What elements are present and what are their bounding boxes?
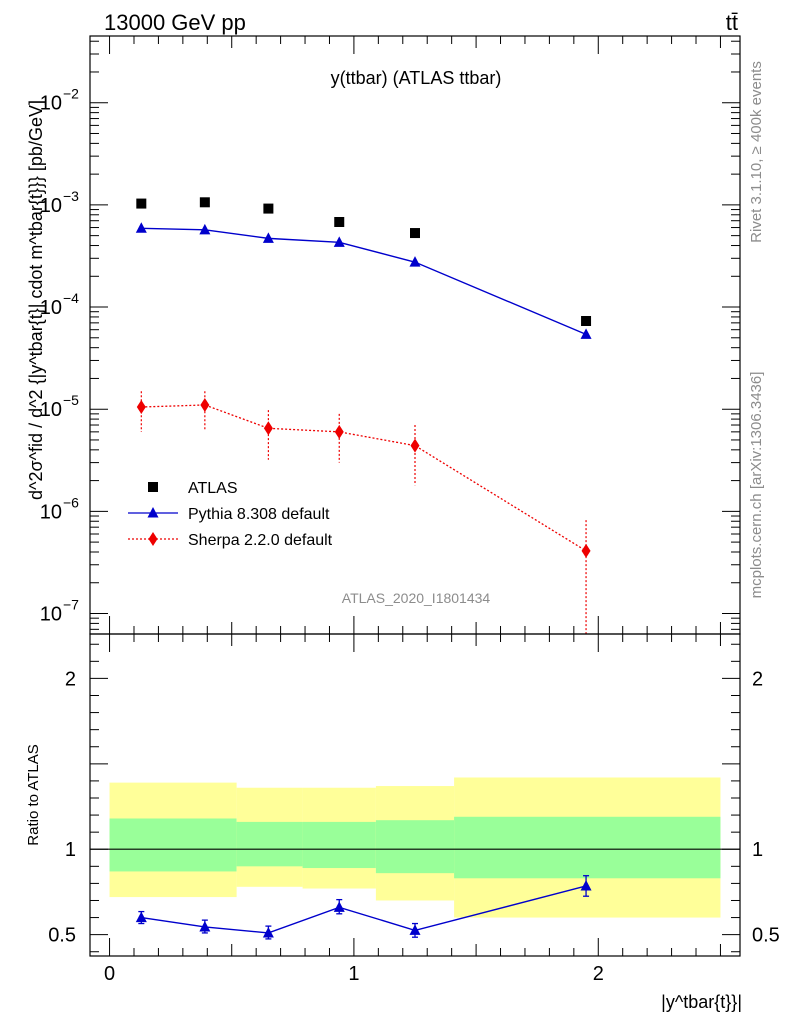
atlas-point — [263, 203, 274, 214]
legend-entry: Pythia 8.308 default — [128, 506, 330, 523]
pythia-line — [141, 227, 587, 336]
ratio-point — [333, 901, 345, 912]
main-y-tick-exponent: −2 — [63, 86, 79, 102]
main-y-tick-exponent: −7 — [63, 597, 79, 613]
rivet-label: Rivet 3.1.10, ≥ 400k events — [748, 61, 765, 243]
legend-marker — [148, 532, 158, 546]
ratio-y-axis: 0.5 0.5 1 1 2 2 — [48, 643, 780, 953]
atlas-point — [581, 316, 592, 327]
ratio-series-pythia — [135, 875, 592, 940]
main-chart-title: y(ttbar) (ATLAS ttbar) — [331, 68, 502, 88]
ratio-band-inner — [236, 821, 303, 867]
legend-marker — [147, 507, 159, 518]
x-axis-label: |y^tbar{t}}| — [661, 992, 742, 1012]
main-y-tick-label: 10 — [40, 297, 62, 319]
pythia-point — [333, 236, 345, 247]
ratio-plot-area — [90, 777, 740, 940]
ratio-band-inner — [302, 821, 376, 869]
pythia-point — [199, 223, 211, 235]
pythia-point — [409, 256, 421, 267]
legend-label: Pythia 8.308 default — [188, 506, 330, 523]
atlas-point — [410, 228, 420, 239]
main-y-tick-label: 10 — [40, 399, 62, 421]
ratio-point — [580, 879, 592, 891]
sherpa-point — [581, 543, 591, 558]
ratio-band-inner — [375, 820, 455, 874]
main-y-tick-exponent: −6 — [63, 494, 79, 510]
ratio-y-tick-label-right: 0.5 — [752, 925, 780, 947]
sherpa-line — [141, 404, 587, 552]
ratio-y-tick-label-right: 2 — [752, 668, 763, 690]
pythia-point — [580, 328, 592, 339]
ratio-x-axis: 0 1 2 — [104, 634, 721, 985]
main-y-axis: 10−710−610−510−410−310−2 — [40, 36, 740, 634]
mcplots-label: mcplots.cern.ch [arXiv:1306.3436] — [748, 372, 765, 599]
legend-entry: ATLAS — [148, 480, 238, 497]
main-y-tick-exponent: −3 — [63, 188, 79, 204]
legend-label: ATLAS — [188, 480, 238, 497]
main-y-tick-exponent: −5 — [63, 392, 79, 408]
ratio-point — [135, 911, 147, 923]
series-atlas — [136, 197, 592, 327]
series-pythia — [135, 222, 592, 339]
ratio-y-axis-label: Ratio to ATLAS — [25, 744, 42, 845]
main-y-tick-label: 10 — [40, 93, 62, 115]
series-sherpa — [136, 391, 591, 634]
legend-marker — [148, 482, 158, 492]
ratio-point — [199, 920, 211, 932]
main-y-tick-label: 10 — [40, 501, 62, 523]
sherpa-point — [136, 400, 146, 415]
ratio-y-tick-label: 0.5 — [48, 925, 76, 947]
ratio-y-tick-label-right: 1 — [752, 839, 763, 861]
ratio-y-tick-label: 2 — [65, 668, 76, 690]
pythia-point — [262, 232, 274, 243]
main-plot-area — [135, 197, 592, 634]
ratio-y-tick-label: 1 — [65, 839, 76, 861]
legend: ATLAS Pythia 8.308 default Sherpa 2.2.0 de… — [128, 480, 333, 549]
ratio-line — [141, 885, 587, 934]
ratio-panel: 0.5 0.5 1 1 2 2 0 1 2 Ratio to ATLAS |y^tbar{t}… — [25, 633, 780, 1012]
sherpa-point — [410, 438, 420, 453]
analysis-label: ATLAS_2020_I1801434 — [342, 590, 491, 606]
main-y-tick-label: 10 — [40, 195, 62, 217]
atlas-point — [334, 216, 345, 227]
ratio-band-inner — [454, 816, 721, 879]
ratio-panel-frame — [89, 633, 741, 957]
pythia-point — [135, 222, 147, 233]
process-label: tt̄ — [726, 10, 738, 35]
sherpa-point — [263, 421, 273, 436]
legend-label: Sherpa 2.2.0 default — [188, 532, 333, 549]
sherpa-point — [200, 397, 210, 412]
ratio-point — [409, 924, 421, 935]
x-tick-label: 2 — [593, 963, 604, 985]
x-tick-label: 1 — [348, 963, 359, 985]
x-tick-label: 0 — [104, 963, 115, 985]
atlas-point — [136, 198, 147, 209]
ratio-point — [262, 926, 274, 938]
ratio-band-inner — [109, 818, 237, 872]
legend-entry: Sherpa 2.2.0 default — [128, 532, 333, 549]
atlas-point — [199, 197, 210, 208]
main-y-tick-label: 10 — [40, 604, 62, 626]
main-y-axis-label: d^2σ^fid / d^2 {|y^tbar{t}| cdot m^tbar{… — [26, 100, 46, 500]
energy-label: 13000 GeV pp — [104, 10, 246, 35]
main-y-tick-exponent: −4 — [63, 290, 79, 306]
main-panel: 10−710−610−510−410−310−2 y(ttbar) (ATLAS… — [26, 35, 741, 635]
sherpa-point — [334, 424, 344, 439]
